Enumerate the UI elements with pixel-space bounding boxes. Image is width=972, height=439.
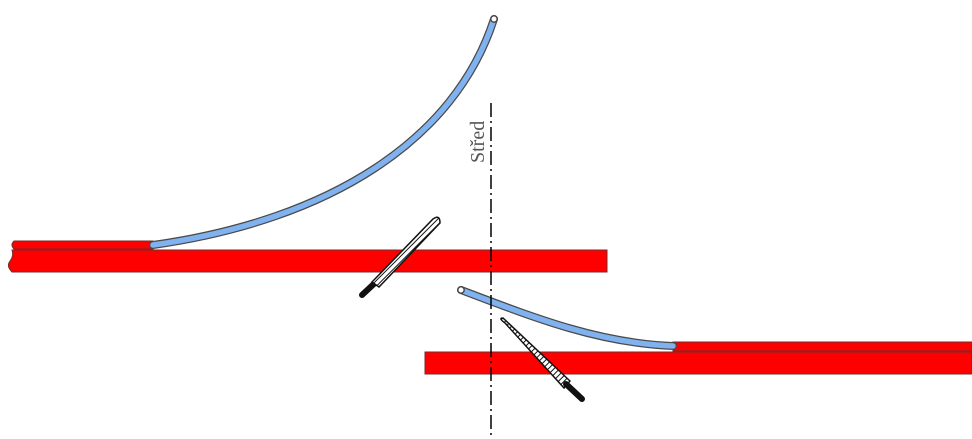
lower-curved-arm xyxy=(457,286,677,350)
upper-curved-arm-outline xyxy=(149,15,498,249)
lower-right-bar-group xyxy=(424,341,972,375)
lower-curved-arm-fill xyxy=(458,287,676,349)
upper-left-bar-torn-edge xyxy=(11,240,154,250)
upper-left-bar-group xyxy=(7,240,608,273)
center-axis-label: Střed xyxy=(467,121,489,163)
upper-blade-tool xyxy=(359,216,441,298)
upper-curved-arm xyxy=(149,15,498,249)
upper-curved-arm-endpoint xyxy=(490,15,498,23)
upper-curved-arm-fill xyxy=(150,16,497,248)
upper-left-main-bar xyxy=(7,249,608,273)
upper-blade-body xyxy=(370,216,441,288)
lower-blade-handle xyxy=(563,381,585,402)
lower-blade-tool xyxy=(500,317,585,402)
lower-blade-body xyxy=(500,317,572,390)
lower-curved-arm-outline xyxy=(457,286,677,350)
lower-right-main-bar xyxy=(424,351,972,375)
lower-right-top-bar xyxy=(672,341,972,352)
lower-curved-arm-endpoint xyxy=(457,286,465,294)
